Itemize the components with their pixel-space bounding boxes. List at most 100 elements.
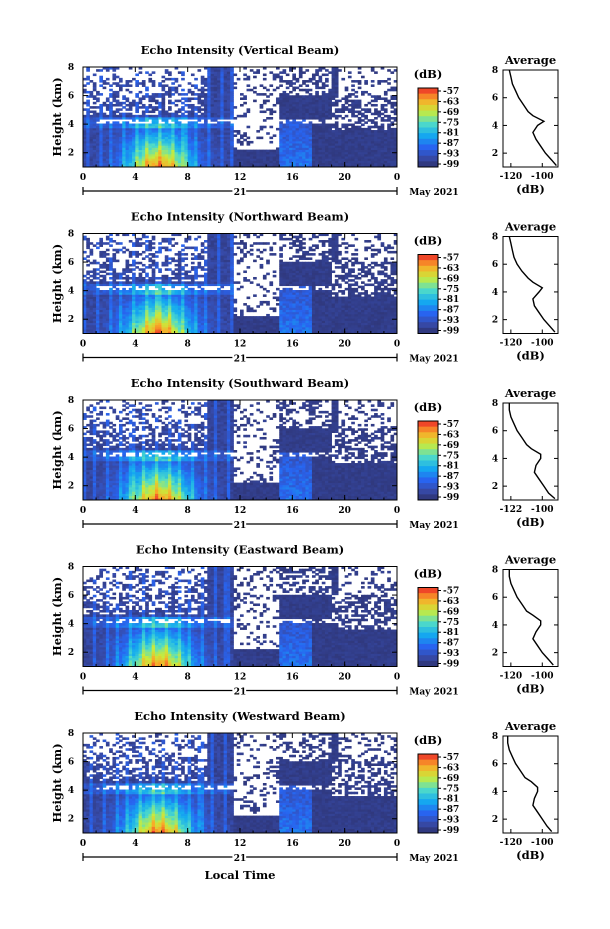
heatmap-cell [282, 71, 287, 74]
heatmap-cell [364, 132, 368, 135]
heatmap-cell [226, 77, 231, 81]
heatmap-cell [302, 160, 306, 164]
heatmap-cell [305, 127, 310, 131]
heatmap-cell [344, 149, 349, 153]
heatmap-cell [115, 103, 120, 107]
heatmap-cell [168, 132, 172, 135]
heatmap-cell [164, 309, 169, 313]
heatmap-cell [223, 151, 228, 155]
heatmap-cell [344, 136, 349, 140]
heatmap-cell [282, 106, 287, 109]
heatmap-cell [200, 93, 205, 96]
heatmap-cell [174, 143, 179, 146]
heatmap-cell [187, 331, 192, 334]
heatmap-cell [223, 156, 228, 159]
heatmap-cell [132, 331, 136, 334]
heatmap-cell [168, 106, 172, 109]
heatmap-cell [220, 95, 225, 98]
heatmap-cell [115, 324, 120, 328]
heatmap-cell [220, 162, 225, 166]
heatmap-cell [305, 84, 310, 87]
heatmap-cell [125, 296, 130, 300]
heatmap-cell [83, 162, 87, 166]
heatmap-cell [151, 292, 156, 295]
heatmap-cell [115, 117, 120, 120]
heatmap-cell [145, 266, 149, 269]
heatmap-cell [298, 73, 303, 77]
heatmap-cell [210, 103, 215, 107]
heatmap-cell [128, 322, 133, 326]
heatmap-cell [174, 110, 179, 114]
heatmap-cell [361, 136, 365, 140]
heatmap-cell [311, 123, 316, 127]
heatmap-cell [194, 164, 198, 168]
heatmap-cell [99, 123, 104, 127]
heatmap-cell [200, 147, 205, 150]
heatmap-cell [190, 114, 195, 118]
heatmap-cell [334, 138, 339, 142]
heatmap-cell [223, 88, 228, 92]
heatmap-cell [321, 114, 326, 118]
heatmap-cell [125, 156, 130, 159]
heatmap-cell [298, 108, 303, 111]
heatmap-cell [92, 132, 97, 135]
heatmap-cell [125, 248, 130, 252]
heatmap-cell [109, 93, 113, 96]
heatmap-cell [135, 309, 139, 313]
heatmap-cell [145, 153, 149, 157]
heatmap-cell [174, 311, 179, 315]
heatmap-cell [334, 99, 339, 103]
heatmap-cell [217, 153, 221, 157]
heatmap-cell [151, 106, 156, 109]
heatmap-cell [174, 147, 179, 150]
heatmap-cell [187, 143, 192, 146]
heatmap-cell [138, 136, 143, 140]
heatmap-cell [128, 329, 133, 332]
heatmap-cell [109, 292, 113, 295]
heatmap-cell [285, 99, 290, 103]
heatmap-cell [344, 125, 349, 129]
heatmap-cell [112, 97, 117, 100]
heatmap-cell [171, 285, 175, 289]
heatmap-cell [102, 296, 107, 300]
heatmap-cell [213, 106, 218, 109]
heatmap-cell [361, 143, 365, 146]
heatmap-cell [318, 130, 323, 133]
heatmap-cell [141, 324, 146, 328]
heatmap-cell [174, 130, 179, 133]
heatmap-cell [315, 125, 319, 129]
heatmap-cell [161, 318, 166, 321]
heatmap-cell [393, 162, 398, 166]
heatmap-cell [99, 134, 104, 137]
heatmap-cell [331, 101, 336, 105]
heatmap-cell [207, 134, 211, 137]
heatmap-cell [298, 164, 303, 168]
heatmap-cell [158, 162, 162, 166]
heatmap-cell [292, 143, 296, 146]
heatmap-cell [164, 149, 169, 153]
heatmap-cell [115, 164, 120, 168]
heatmap-cell [387, 149, 391, 153]
heatmap-cell [89, 309, 94, 313]
heatmap-cell [361, 145, 365, 148]
heatmap-cell [135, 164, 139, 168]
heatmap-cell [292, 147, 296, 150]
heatmap-cell [197, 101, 202, 105]
heatmap-cell [164, 324, 169, 328]
heatmap-cell [164, 300, 169, 304]
heatmap-cell [318, 77, 323, 81]
heatmap-cell [220, 108, 225, 111]
heatmap-cell [171, 164, 175, 168]
heatmap-cell [122, 281, 126, 284]
heatmap-cell [204, 290, 208, 293]
heatmap-cell [207, 82, 211, 85]
heatmap-cell [125, 292, 130, 295]
heatmap-cell [210, 153, 215, 157]
heatmap-cell [272, 158, 277, 161]
heatmap-cell [279, 132, 283, 135]
heatmap-cell [295, 103, 300, 107]
heatmap-cell [272, 149, 277, 153]
heatmap-cell [102, 127, 107, 131]
heatmap-cell [246, 250, 251, 254]
heatmap-cell [321, 110, 326, 114]
